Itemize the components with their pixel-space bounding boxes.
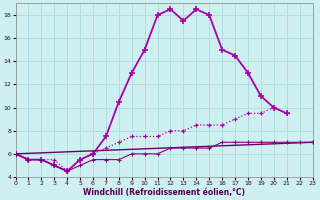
- X-axis label: Windchill (Refroidissement éolien,°C): Windchill (Refroidissement éolien,°C): [83, 188, 245, 197]
